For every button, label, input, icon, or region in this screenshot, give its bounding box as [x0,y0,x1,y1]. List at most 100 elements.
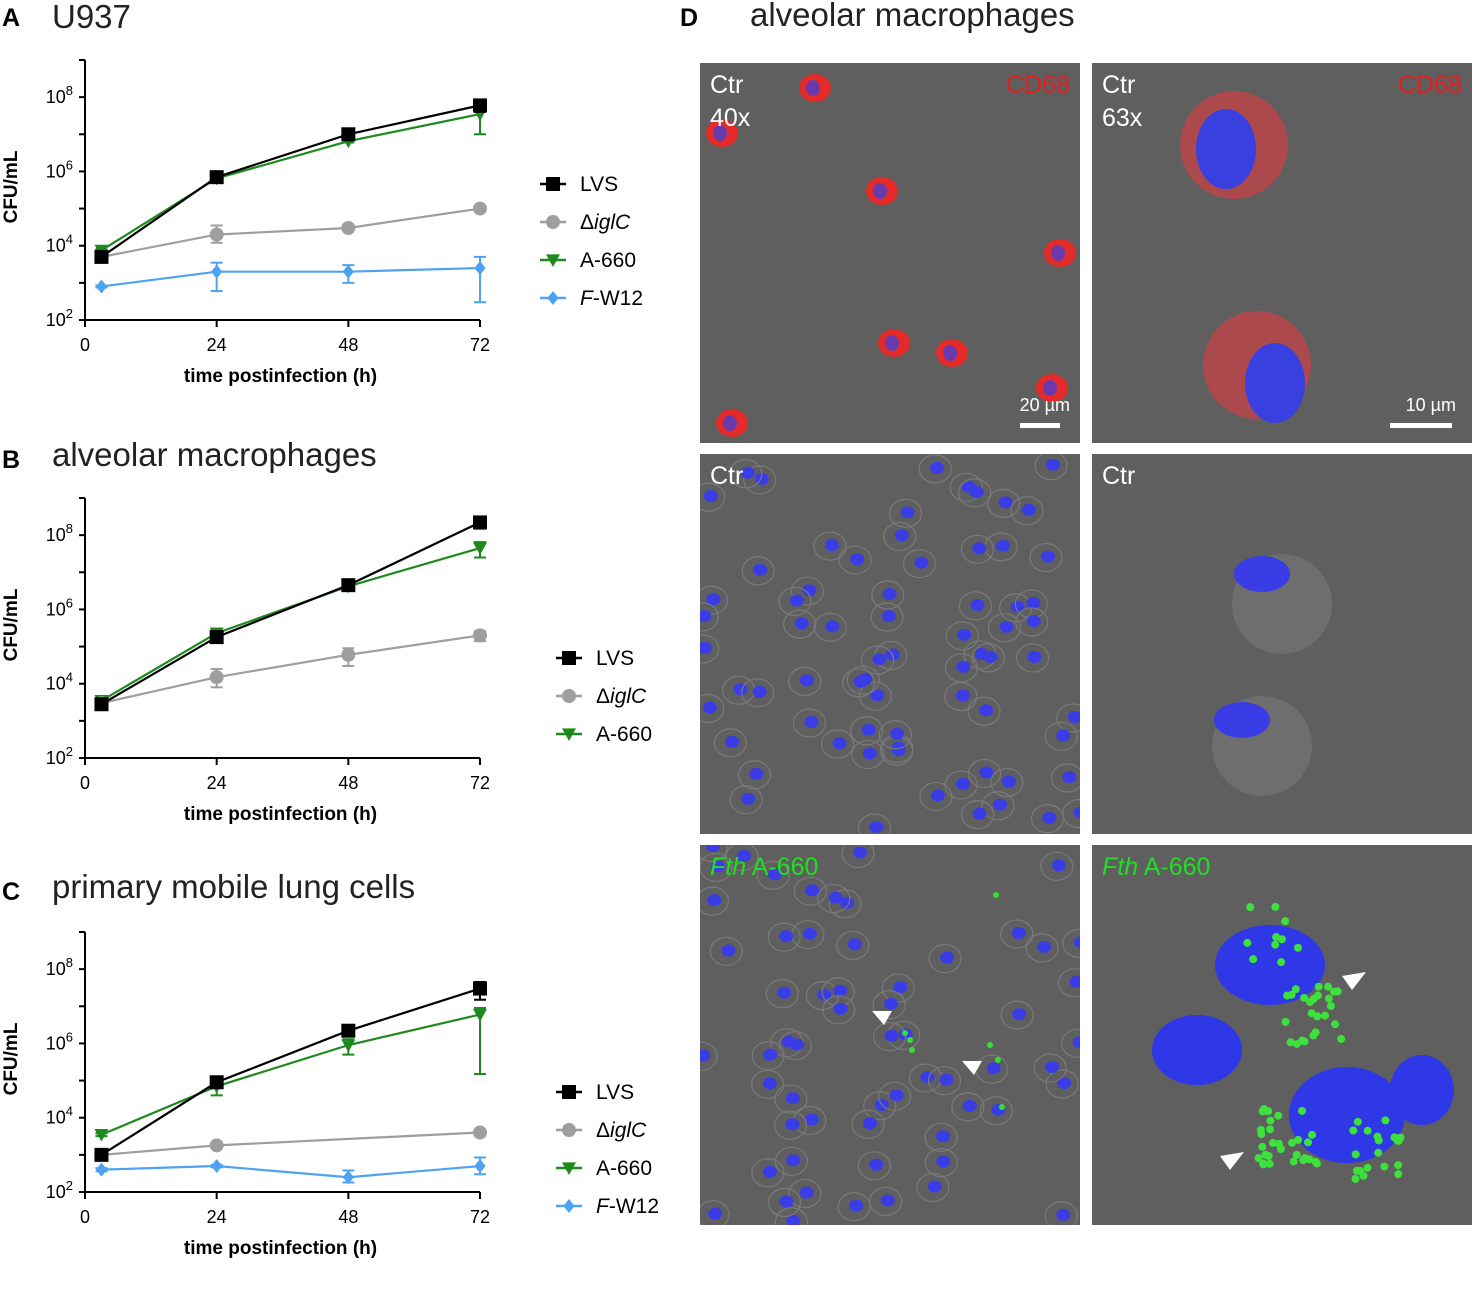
nucleus [863,1117,878,1130]
nucleus [805,884,820,897]
micrograph-image [1212,554,1332,796]
bacteria [1314,982,1323,991]
cell-outline [1016,643,1050,673]
micrograph-image [1180,91,1311,423]
bacteria [1311,1157,1320,1166]
legend-entry: LVS [540,173,618,196]
legend-label: A-660 [596,723,652,746]
cell-outline [820,729,855,759]
nucleus [794,617,809,630]
data-point [474,1159,486,1174]
cell-outline [700,482,726,512]
panel-title-a: U937 [52,0,131,35]
data-point [341,220,356,235]
bacteria [987,1042,993,1048]
bacteria [1323,982,1332,991]
nucleus [869,1158,884,1171]
nucleus [786,1214,801,1225]
nucleus [882,610,897,623]
micrograph-label: Ctr 63x [1102,69,1142,134]
bacteria [1246,903,1255,912]
y-axis-label: CFU/mL [1,588,22,661]
bacteria [1277,958,1286,967]
nucleus [956,660,971,673]
cell-outline [1062,799,1080,829]
bacteria [1254,1154,1263,1163]
micrograph-label: Ctr 40x [710,69,750,134]
data-point [341,647,356,662]
bacteria [1311,1028,1320,1037]
bacteria [1293,943,1302,952]
nucleus [779,1195,794,1208]
cell-outline [813,612,847,642]
data-point [209,1138,224,1153]
bacteria [1298,1036,1307,1045]
series-line [101,1131,481,1156]
cell-outline [928,944,962,974]
arrowhead [1220,1152,1244,1170]
bacteria [1394,1170,1403,1179]
series-line [100,546,481,702]
nucleus [979,766,994,779]
bacteria [1351,1150,1360,1159]
y-tick-label: 108 [46,521,73,545]
nucleus [853,675,868,688]
chart-a-u937: 102 104 106 108 0 24 48 72 time postinfection (h… [1,59,643,387]
bacteria [1256,1125,1265,1134]
nucleus [889,1089,904,1102]
bacteria [1381,1116,1390,1125]
cell-outline [1062,928,1080,958]
nucleus [733,683,748,696]
data-point [473,98,487,113]
x-axis-label: time postinfection (h) [184,1238,377,1259]
legend-label: F-W12 [580,287,643,310]
nucleus [779,930,794,943]
data-point [211,264,223,279]
y-tick-label: 102 [46,744,73,768]
nucleus [986,1062,1001,1075]
nucleus [1043,380,1057,396]
arrowhead [1342,972,1366,990]
bacteria [1289,1157,1298,1166]
cell-outline [918,454,952,484]
bacteria [1277,935,1286,944]
nucleus [1214,702,1270,738]
cell-outline [700,634,720,664]
cell-outline [741,556,775,586]
bacteria [1331,1020,1340,1029]
series-iglc [94,1125,487,1162]
legend-entry: A-660 [556,723,652,746]
cell-outline [958,591,993,621]
bacteria [1266,1116,1275,1125]
nucleus [873,183,887,199]
series-line [100,987,481,1156]
nucleus [969,485,984,498]
micrograph-label: Ctr [1102,460,1135,493]
data-point [473,542,487,556]
cell-outline [902,548,937,579]
y-tick-label: 106 [46,157,73,181]
series-line [101,1164,481,1179]
data-point [473,628,487,643]
nucleus [869,821,884,834]
cell-outline [858,681,892,711]
bacteria [1271,940,1280,949]
nucleus [799,674,814,687]
bacteria [1258,1142,1267,1151]
nucleus [943,345,957,361]
bacteria [1294,1135,1303,1144]
micrograph-label-line: Ctr [1102,462,1136,490]
nucleus [700,641,712,654]
cell-outline [700,1041,718,1071]
series-line [101,634,481,705]
cell-outline [1057,968,1080,998]
nucleus [1056,729,1071,742]
bacteria [1356,1167,1365,1176]
nucleus [882,587,897,600]
nucleus [1026,596,1041,609]
nucleus [1196,109,1256,189]
legend-marker [562,1123,576,1137]
nucleus [872,653,887,666]
micrograph-d-ctr-63x: Ctr [1092,454,1472,834]
legend-entry: F-W12 [540,287,643,310]
